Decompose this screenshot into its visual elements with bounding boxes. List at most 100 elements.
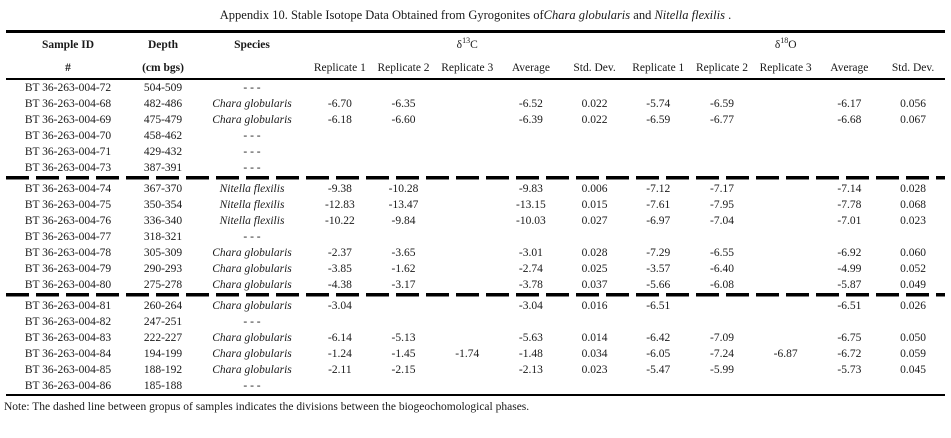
value-cell — [690, 144, 754, 160]
value-cell — [435, 229, 499, 245]
value-cell: -1.74 — [455, 347, 480, 360]
col-group-header-d18o: δ18O — [626, 32, 945, 58]
element-symbol: C — [470, 39, 478, 52]
delta-symbol: δ — [774, 39, 781, 52]
value-cell — [754, 245, 818, 261]
depth-cell: 387-391 — [143, 161, 183, 174]
species-cell: Chara globularis — [212, 363, 292, 376]
value-cell — [308, 160, 372, 176]
delta-symbol: δ — [456, 39, 463, 52]
value-cell — [626, 144, 690, 160]
value-cell — [499, 314, 563, 330]
sample-id-cell: BT 36-263-004-69 — [24, 113, 112, 126]
value-cell — [754, 112, 818, 128]
value-cell — [372, 128, 436, 144]
title-species-2: Nitella flexilis — [654, 8, 725, 22]
depth-cell: 350-354 — [143, 198, 183, 211]
value-cell — [435, 181, 499, 197]
value-cell — [818, 79, 882, 96]
value-cell: 0.049 — [900, 278, 927, 291]
value-cell: -9.38 — [327, 182, 352, 195]
value-cell — [626, 314, 690, 330]
value-cell: 0.025 — [581, 262, 608, 275]
value-cell: -6.55 — [709, 246, 734, 259]
species-cell: Chara globularis — [212, 331, 292, 344]
value-cell: 0.022 — [581, 97, 608, 110]
value-cell: -7.29 — [646, 246, 671, 259]
value-cell: -4.99 — [837, 262, 862, 275]
value-cell — [626, 79, 690, 96]
isotope-mass-superscript: 18 — [780, 36, 789, 46]
value-cell: -7.95 — [709, 198, 734, 211]
value-cell — [372, 160, 436, 176]
value-cell — [754, 181, 818, 197]
value-cell — [372, 378, 436, 395]
value-cell: 0.052 — [900, 262, 927, 275]
value-cell: -2.15 — [391, 363, 416, 376]
value-cell: -2.74 — [518, 262, 543, 275]
sample-id-cell: BT 36-263-004-81 — [24, 299, 112, 312]
value-cell — [499, 79, 563, 96]
species-cell: Chara globularis — [212, 278, 292, 291]
value-cell — [754, 160, 818, 176]
value-cell: 0.056 — [900, 97, 927, 110]
value-cell — [308, 79, 372, 96]
value-cell: -3.04 — [327, 299, 352, 312]
sample-id-cell: BT 36-263-004-76 — [24, 214, 112, 227]
value-cell — [435, 96, 499, 112]
table-row: BT 36-263-004-71 429-432 - - - — [6, 144, 945, 160]
sample-id-cell: BT 36-263-004-82 — [24, 315, 112, 328]
value-cell — [881, 314, 945, 330]
value-cell — [690, 79, 754, 96]
value-cell — [435, 261, 499, 277]
value-cell: -6.35 — [391, 97, 416, 110]
value-cell — [435, 197, 499, 213]
value-cell: 0.023 — [900, 214, 927, 227]
col-subheader-o18-std-dev: Std. Dev. — [891, 61, 935, 74]
value-cell: -5.74 — [646, 97, 671, 110]
value-cell — [626, 128, 690, 144]
value-cell — [435, 378, 499, 395]
value-cell — [435, 79, 499, 96]
table-row: BT 36-263-004-85 188-192 Chara globularis -… — [6, 362, 945, 378]
table-row: BT 36-263-004-86 185-188 - - - — [6, 378, 945, 395]
value-cell: 0.014 — [581, 331, 608, 344]
col-subheader-sample-number: # — [65, 61, 71, 74]
value-cell: -6.92 — [837, 246, 862, 259]
value-cell: -10.03 — [516, 214, 546, 227]
value-cell: -1.24 — [327, 347, 352, 360]
species-cell: Nitella flexilis — [219, 198, 285, 211]
value-cell — [754, 330, 818, 346]
value-cell — [690, 314, 754, 330]
species-cell: Nitella flexilis — [219, 214, 285, 227]
depth-cell: 260-264 — [143, 299, 183, 312]
col-header-depth: Depth — [147, 39, 179, 52]
value-cell — [435, 362, 499, 378]
species-cell: - - - — [243, 230, 261, 243]
value-cell — [372, 79, 436, 96]
value-cell: -5.73 — [837, 363, 862, 376]
value-cell: -6.08 — [709, 278, 734, 291]
value-cell — [499, 378, 563, 395]
value-cell: -7.04 — [709, 214, 734, 227]
sample-id-cell: BT 36-263-004-71 — [24, 145, 112, 158]
depth-cell: 336-340 — [143, 214, 183, 227]
depth-cell: 275-278 — [143, 278, 183, 291]
value-cell: -6.05 — [646, 347, 671, 360]
value-cell — [690, 298, 754, 314]
page-title: Appendix 10. Stable Isotope Data Obtaine… — [0, 0, 951, 30]
value-cell: -3.01 — [518, 246, 543, 259]
title-connector: and — [630, 8, 655, 22]
col-subheader-c13-replicate-1: Replicate 1 — [313, 61, 366, 74]
value-cell — [754, 314, 818, 330]
value-cell: 0.059 — [900, 347, 927, 360]
value-cell: -6.59 — [646, 113, 671, 126]
value-cell: 0.037 — [581, 278, 608, 291]
col-group-header-d13c: δ13C — [308, 32, 626, 58]
value-cell: -7.61 — [646, 198, 671, 211]
value-cell — [499, 128, 563, 144]
value-cell — [690, 378, 754, 395]
value-cell — [754, 144, 818, 160]
value-cell — [754, 96, 818, 112]
value-cell — [435, 144, 499, 160]
